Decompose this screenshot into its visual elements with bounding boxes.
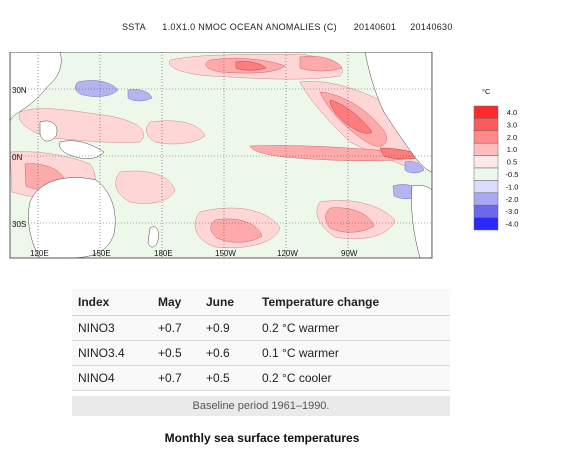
legend-swatch [473,142,499,156]
cell-index: NINO4 [72,365,154,391]
cell-may: +0.7 [154,365,202,391]
legend-swatch [473,204,499,218]
cell-change: 0.1 °C warmer [258,340,450,366]
cell-change: 0.2 °C warmer [258,315,450,341]
legend-swatch [473,217,499,231]
lon-label-120w: 120W [277,249,298,258]
anomaly-field [10,52,432,258]
sst-anomaly-map: 30N 0N 30S 120E 150E 180E 150W 120W 90W … [0,52,569,262]
legend-level-label: 4.0 [507,108,517,117]
map-frame [9,52,433,259]
legend-swatch [473,180,499,194]
cell-index: NINO3 [72,315,154,341]
legend-swatch [473,167,499,181]
legend-swatch [473,192,499,206]
table-row: NINO3.4 +0.5 +0.6 0.1 °C warmer [72,340,450,366]
map-title-description: 1.0X1.0 NMOC OCEAN ANOMALIES (C) [162,22,337,32]
legend-level-label: -0.5 [506,170,519,179]
legend-level-label: -2.0 [506,195,519,204]
cell-june: +0.6 [202,340,258,366]
figure-caption: Monthly sea surface temperatures [164,431,360,445]
legend-level-label: -4.0 [506,220,519,229]
lon-label-90w: 90W [341,249,358,258]
legend-level-label: -1.0 [506,182,519,191]
lon-label-180e: 180E [154,249,173,258]
lat-label-0n: 0N [12,153,22,162]
cell-june: +0.9 [202,315,258,341]
lat-label-30n: 30N [12,86,27,95]
legend-level-label: 1.0 [507,145,517,154]
cell-may: +0.5 [154,340,202,366]
map-title-product: SSTA [121,22,146,32]
lon-label-120e: 120E [30,249,49,258]
header-may: May [154,289,202,316]
legend-unit: °C [482,87,491,96]
land-masses [10,52,432,258]
legend-swatch [473,130,499,144]
table-row: NINO4 +0.7 +0.5 0.2 °C cooler [72,365,450,391]
header-index: Index [72,289,154,316]
table-footer-baseline: Baseline period 1961–1990. [72,396,450,416]
lon-label-150e: 150E [92,249,111,258]
legend-level-label: 0.5 [507,158,517,167]
cell-june: +0.5 [202,365,258,391]
lon-label-150w: 150W [215,249,236,258]
map-grid [10,52,432,258]
map-title-start-date: 20140601 [353,22,397,32]
table-header-row: Index May June Temperature change [72,289,450,316]
legend-swatch [473,105,499,119]
header-temperature-change: Temperature change [258,289,450,316]
map-canvas: 30N 0N 30S 120E 150E 180E 150W 120W 90W … [9,52,519,259]
lat-label-30s: 30S [12,220,26,229]
map-title: SSTA 1.0X1.0 NMOC OCEAN ANOMALIES (C) 20… [0,12,569,32]
cell-may: +0.7 [154,315,202,341]
table-row: NINO3 +0.7 +0.9 0.2 °C warmer [72,315,450,341]
cell-change: 0.2 °C cooler [258,365,450,391]
legend-level-label: 2.0 [507,133,517,142]
cell-index: NINO3.4 [72,340,154,366]
legend-level-label: -3.0 [506,207,519,216]
nino-index-table: Index May June Temperature change NINO3 … [72,289,450,391]
legend-swatch [473,118,499,132]
legend-level-label: 3.0 [507,120,517,129]
map-title-end-date: 20140630 [410,22,453,32]
color-legend: °C 4.0 3.0 2.0 1.0 0.5 -0.5 -1.0 -2.0 -3.0 -4.0 [473,87,519,231]
header-june: June [202,289,258,316]
legend-swatch [473,155,499,169]
